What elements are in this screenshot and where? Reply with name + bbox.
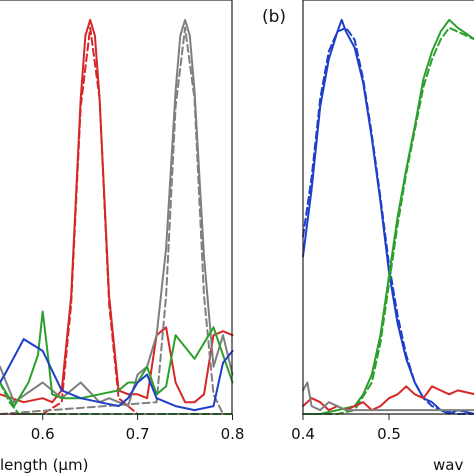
panel-b-label: (b): [262, 7, 286, 27]
panel-b-series-4-line: [302, 385, 474, 412]
panel-b-series-0-line: [302, 18, 474, 415]
panel-b-x-axis: 0.4 0.5: [291, 414, 401, 443]
panel-b-x-axis-label: wav: [433, 456, 463, 474]
panel-a-x-tick-label-0: 0.6: [31, 425, 55, 443]
panel-a-plot-frame: [0, 0, 233, 415]
panel-b: 0.4 0.5 wav (b): [262, 0, 474, 474]
panel-b-x-tick-label-1: 0.5: [377, 425, 401, 443]
panel-a-x-tick-label-2: 0.8: [221, 425, 245, 443]
panel-b-series-1-line: [302, 26, 474, 415]
panel-a-series-1-line: [0, 26, 234, 415]
panel-b-x-tick-label-0: 0.4: [291, 425, 315, 443]
panel-a-series-2-line: [0, 18, 234, 408]
panel-a-series-6-line: [0, 338, 234, 412]
panel-a: 0.6 0.7 0.8 length (μm): [0, 0, 244, 474]
panel-b-series-2-line: [302, 18, 474, 415]
panel-a-series-3-line: [0, 26, 234, 415]
panel-a-x-axis: 0.6 0.7 0.8: [31, 414, 245, 443]
panel-b-series-group: [302, 18, 474, 415]
panel-a-x-tick-label-1: 0.7: [126, 425, 150, 443]
panel-b-series-5-line: [302, 381, 474, 412]
panel-a-series-group: [0, 18, 234, 415]
panel-a-series-4-line: [0, 310, 234, 408]
panel-a-x-axis-label: length (μm): [0, 456, 88, 474]
panel-a-series-0-line: [0, 18, 234, 404]
panel-b-series-3-line: [302, 26, 474, 415]
